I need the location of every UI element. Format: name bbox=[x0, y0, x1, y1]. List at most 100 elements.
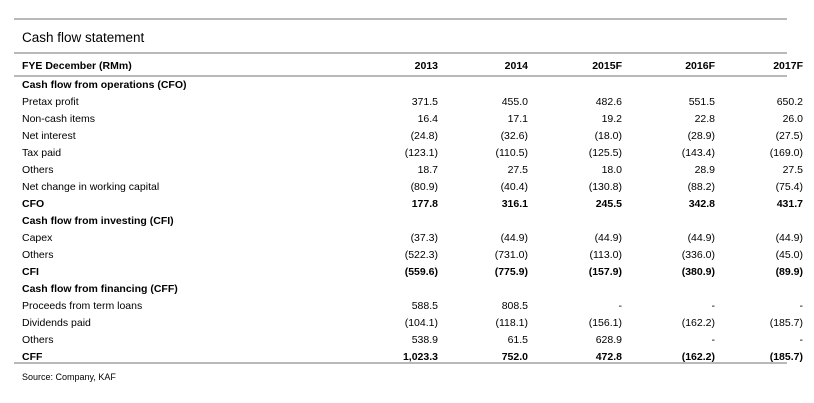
value-cell: 245.5 bbox=[595, 198, 622, 210]
row-label: Dividends paid bbox=[22, 317, 91, 329]
row-label: Cash flow from investing (CFI) bbox=[22, 215, 174, 227]
value-cell: 17.1 bbox=[507, 113, 528, 125]
cash-flow-table-body: FYE December (RMm) 2013 2014 2015F 2016F… bbox=[22, 58, 803, 366]
row-label: Net interest bbox=[22, 130, 76, 142]
value-cell: 18.0 bbox=[601, 164, 622, 176]
value-cell: 26.0 bbox=[782, 113, 803, 125]
value-cell: (44.9) bbox=[500, 232, 528, 244]
row-label: Proceeds from term loans bbox=[22, 300, 143, 312]
table-row: Pretax profit 371.5 455.0 482.6 551.5 650.2 bbox=[22, 94, 803, 111]
value-cell: (44.9) bbox=[775, 232, 803, 244]
value-cell: 16.4 bbox=[417, 113, 438, 125]
value-cell: (88.2) bbox=[687, 181, 715, 193]
row-label: Net change in working capital bbox=[22, 181, 160, 193]
row-label: Others bbox=[22, 249, 54, 261]
year-2016f: 2016F bbox=[685, 60, 715, 72]
value-cell: 371.5 bbox=[411, 96, 438, 108]
row-label: Others bbox=[22, 334, 54, 346]
value-cell: 752.0 bbox=[501, 351, 528, 363]
value-cell: (44.9) bbox=[687, 232, 715, 244]
value-cell: (157.9) bbox=[588, 266, 622, 278]
value-cell: (45.0) bbox=[775, 249, 803, 261]
value-cell: (162.2) bbox=[681, 317, 715, 329]
row-label: Non-cash items bbox=[22, 113, 95, 125]
value-cell: (731.0) bbox=[494, 249, 528, 261]
value-cell: (380.9) bbox=[681, 266, 715, 278]
section-heading: Cash flow from investing (CFI) bbox=[22, 213, 803, 230]
year-2015f: 2015F bbox=[592, 60, 622, 72]
value-cell: 650.2 bbox=[776, 96, 803, 108]
value-cell: 482.6 bbox=[595, 96, 622, 108]
value-cell: (32.6) bbox=[500, 130, 528, 142]
value-cell: 628.9 bbox=[595, 334, 622, 346]
value-cell: (80.9) bbox=[410, 181, 438, 193]
row-label: CFI bbox=[22, 266, 39, 278]
value-cell: (559.6) bbox=[404, 266, 438, 278]
table-row: Net change in working capital (80.9) (40.4… bbox=[22, 179, 803, 196]
table-row: Others 538.9 61.5 628.9 - - bbox=[22, 332, 803, 349]
value-cell: (75.4) bbox=[775, 181, 803, 193]
table-row: Proceeds from term loans 588.5 808.5 - - - bbox=[22, 298, 803, 315]
value-cell: (28.9) bbox=[687, 130, 715, 142]
title-rule bbox=[14, 52, 787, 54]
header-rule bbox=[14, 75, 787, 77]
table-row: Others (522.3) (731.0) (113.0) (336.0) (45.0) bbox=[22, 247, 803, 264]
value-cell: - bbox=[618, 300, 623, 312]
row-label: Tax paid bbox=[22, 147, 62, 159]
value-cell: - bbox=[711, 300, 716, 312]
row-label: Cash flow from financing (CFF) bbox=[22, 283, 178, 295]
header-row: FYE December (RMm) 2013 2014 2015F 2016F… bbox=[22, 58, 803, 75]
value-cell: 538.9 bbox=[411, 334, 438, 346]
total-row: CFO 177.8 316.1 245.5 342.8 431.7 bbox=[22, 196, 803, 213]
section-heading: Cash flow from financing (CFF) bbox=[22, 281, 803, 298]
value-cell: 472.8 bbox=[595, 351, 622, 363]
value-cell: (169.0) bbox=[769, 147, 803, 159]
value-cell: (522.3) bbox=[404, 249, 438, 261]
value-cell: - bbox=[799, 334, 804, 346]
value-cell: 455.0 bbox=[501, 96, 528, 108]
section-heading: Cash flow from operations (CFO) bbox=[22, 77, 803, 94]
value-cell: 431.7 bbox=[776, 198, 803, 210]
value-cell: (104.1) bbox=[404, 317, 438, 329]
total-row: CFI (559.6) (775.9) (157.9) (380.9) (89.9) bbox=[22, 264, 803, 281]
value-cell: (130.8) bbox=[588, 181, 622, 193]
source-note: Source: Company, KAF bbox=[22, 372, 116, 382]
value-cell: - bbox=[711, 334, 716, 346]
value-cell: (44.9) bbox=[594, 232, 622, 244]
value-cell: 27.5 bbox=[507, 164, 528, 176]
table-row: Net interest (24.8) (32.6) (18.0) (28.9) (27.… bbox=[22, 128, 803, 145]
row-label: CFF bbox=[22, 351, 43, 363]
value-cell: (185.7) bbox=[769, 351, 803, 363]
row-label: Others bbox=[22, 164, 54, 176]
value-cell: 19.2 bbox=[601, 113, 622, 125]
value-cell: 808.5 bbox=[501, 300, 528, 312]
value-cell: (110.5) bbox=[495, 147, 529, 159]
value-cell: 551.5 bbox=[688, 96, 715, 108]
table-row: Dividends paid (104.1) (118.1) (156.1) (162.… bbox=[22, 315, 803, 332]
value-cell: 588.5 bbox=[411, 300, 438, 312]
value-cell: (89.9) bbox=[775, 266, 803, 278]
table-row: Non-cash items 16.4 17.1 19.2 22.8 26.0 bbox=[22, 111, 803, 128]
year-2014: 2014 bbox=[504, 60, 528, 72]
value-cell: (24.8) bbox=[410, 130, 438, 142]
header-label: FYE December (RMm) bbox=[22, 60, 132, 72]
value-cell: 1,023.3 bbox=[402, 351, 438, 363]
table-title: Cash flow statement bbox=[22, 30, 145, 45]
top-rule bbox=[14, 18, 787, 20]
value-cell: 177.8 bbox=[411, 198, 438, 210]
value-cell: (156.1) bbox=[588, 317, 622, 329]
value-cell: (125.5) bbox=[588, 147, 622, 159]
value-cell: (143.4) bbox=[681, 147, 715, 159]
total-row: CFF 1,023.3 752.0 472.8 (162.2) (185.7) bbox=[22, 349, 803, 366]
table-row: Others 18.7 27.5 18.0 28.9 27.5 bbox=[22, 162, 803, 179]
value-cell: (162.2) bbox=[681, 351, 715, 363]
value-cell: 22.8 bbox=[694, 113, 715, 125]
row-label: Pretax profit bbox=[22, 96, 79, 108]
value-cell: 18.7 bbox=[417, 164, 438, 176]
year-2017f: 2017F bbox=[773, 60, 803, 72]
row-label: Cash flow from operations (CFO) bbox=[22, 79, 187, 91]
value-cell: (27.5) bbox=[775, 130, 803, 142]
value-cell: (775.9) bbox=[494, 266, 528, 278]
value-cell: (118.1) bbox=[495, 317, 529, 329]
table-row: Capex (37.3) (44.9) (44.9) (44.9) (44.9) bbox=[22, 230, 803, 247]
